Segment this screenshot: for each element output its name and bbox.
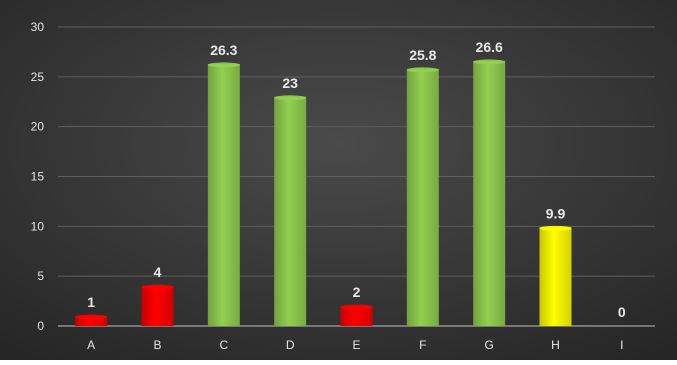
bars xyxy=(75,59,572,327)
x-tick-label: H xyxy=(551,338,560,352)
bar xyxy=(207,63,240,326)
data-label: 4 xyxy=(154,264,162,280)
bar xyxy=(539,227,572,326)
bar-cap xyxy=(274,95,307,101)
data-label: 0 xyxy=(618,304,626,320)
x-tick-label: B xyxy=(153,338,161,352)
bar xyxy=(274,96,307,327)
x-tick-label: G xyxy=(484,338,493,352)
y-tick-label: 5 xyxy=(37,269,44,283)
data-label: 9.9 xyxy=(546,205,566,221)
bar-cap xyxy=(473,59,506,65)
bar-cap xyxy=(340,304,373,310)
bar-cap xyxy=(141,284,174,290)
x-tick-label: E xyxy=(352,338,360,352)
data-label: 26.6 xyxy=(476,39,503,55)
bar-cap xyxy=(207,62,240,68)
bar xyxy=(406,68,439,327)
y-tick-label: 20 xyxy=(31,120,45,134)
bar xyxy=(340,306,373,326)
bar xyxy=(141,286,174,326)
bar-cap xyxy=(539,225,572,231)
x-tick-label: F xyxy=(419,338,426,352)
bar xyxy=(473,60,506,327)
y-tick-label: 15 xyxy=(31,170,45,184)
x-tick-label: D xyxy=(286,338,295,352)
data-label: 2 xyxy=(353,284,361,300)
bar xyxy=(75,316,108,326)
data-label: 1 xyxy=(87,294,95,310)
y-tick-label: 25 xyxy=(31,70,45,84)
data-label: 25.8 xyxy=(409,47,436,63)
x-tick-label: C xyxy=(219,338,228,352)
y-tick-label: 10 xyxy=(31,219,45,233)
data-label: 26.3 xyxy=(210,42,237,58)
bar-cap xyxy=(406,67,439,73)
y-tick-label: 0 xyxy=(37,319,44,333)
data-labels: 1 4 26.3 23 2 25.8 26.6 9.9 0 xyxy=(87,39,626,320)
bar-cap xyxy=(75,314,108,320)
x-tick-label: A xyxy=(87,338,95,352)
y-tick-label: 30 xyxy=(31,20,45,34)
data-label: 23 xyxy=(282,75,298,91)
x-tick-label: I xyxy=(620,338,623,352)
